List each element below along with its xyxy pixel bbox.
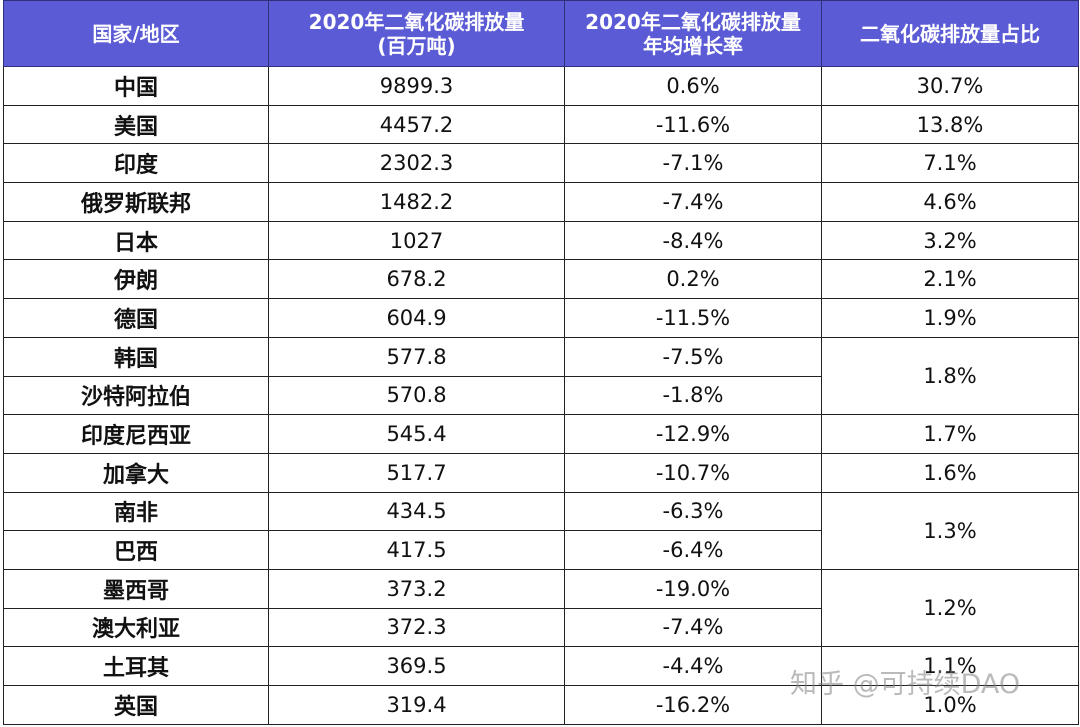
emission-cell: 369.5 [268,646,565,686]
country-cell: 韩国 [3,336,269,377]
header-growth-text: 2020年二氧化碳排放量 年均增长率 [585,9,801,58]
emission-cell: 2302.3 [268,143,565,184]
table-row: 加拿大 517.7 -10.7% 1.6% [3,452,1079,493]
country-cell: 日本 [3,220,269,261]
emission-cell: 417.5 [268,530,565,570]
table-row: 日本 1027 -8.4% 3.2% [3,220,1079,261]
growth-cell: -4.4% [564,646,822,686]
country-cell: 英国 [3,685,269,725]
emissions-table: 国家/地区 2020年二氧化碳排放量 (百万吨) 2020年二氧化碳排放量 年均… [3,0,1079,725]
header-emission-text: 2020年二氧化碳排放量 (百万吨) [308,9,525,58]
growth-cell: -10.7% [564,452,822,493]
header-share: 二氧化碳排放量占比 [821,0,1079,67]
growth-cell: -6.4% [564,530,822,570]
table-row: 印度 2302.3 -7.1% 7.1% [3,143,1079,184]
country-cell: 澳大利亚 [3,607,269,648]
emission-cell: 517.7 [268,452,565,493]
emission-cell: 9899.3 [268,66,565,106]
emission-cell: 1027 [268,220,565,261]
growth-cell: -7.4% [564,607,822,648]
header-growth: 2020年二氧化碳排放量 年均增长率 [564,0,822,67]
emission-cell: 4457.2 [268,104,565,145]
growth-cell: -1.8% [564,375,822,416]
table-row: 印度尼西亚 545.4 -12.9% 1.7% [3,414,1079,454]
table-row: 墨西哥 373.2 -19.0% 1.2% [3,568,1079,648]
table-row: 德国 604.9 -11.5% 1.9% [3,298,1079,338]
growth-cell: -12.9% [564,414,822,454]
share-cell: 1.8% [821,336,1079,416]
country-cell: 印度 [3,143,269,184]
table-row: 土耳其 369.5 -4.4% 1.1% [3,646,1079,686]
growth-cell: -7.4% [564,182,822,222]
table-row: 澳大利亚 372.3 -7.4% [3,607,1079,648]
table-row: 俄罗斯联邦 1482.2 -7.4% 4.6% [3,182,1079,222]
table-row: 韩国 577.8 -7.5% 1.8% [3,336,1079,416]
emission-cell: 319.4 [268,685,565,725]
growth-cell: -11.5% [564,298,822,338]
header-row: 国家/地区 2020年二氧化碳排放量 (百万吨) 2020年二氧化碳排放量 年均… [3,0,1079,67]
country-cell: 巴西 [3,530,269,570]
share-cell: 1.6% [821,452,1079,493]
table-row: 沙特阿拉伯 570.8 -1.8% [3,375,1079,416]
growth-cell: 0.2% [564,259,822,300]
emission-cell: 604.9 [268,298,565,338]
table-row: 美国 4457.2 -11.6% 13.8% [3,104,1079,145]
growth-cell: -6.3% [564,491,822,532]
emission-cell: 545.4 [268,414,565,454]
header-country: 国家/地区 [3,0,269,67]
country-cell: 沙特阿拉伯 [3,375,269,416]
share-cell: 1.9% [821,298,1079,338]
share-cell: 1.2% [821,568,1079,648]
share-cell: 13.8% [821,104,1079,145]
table-row: 巴西 417.5 -6.4% [3,530,1079,570]
emission-cell: 577.8 [268,336,565,377]
country-cell: 俄罗斯联邦 [3,182,269,222]
country-cell: 德国 [3,298,269,338]
growth-cell: 0.6% [564,66,822,106]
table-row: 伊朗 678.2 0.2% 2.1% [3,259,1079,300]
share-cell: 7.1% [821,143,1079,184]
share-cell: 30.7% [821,66,1079,106]
growth-cell: -7.1% [564,143,822,184]
table-row: 英国 319.4 -16.2% 1.0% [3,685,1079,725]
country-cell: 加拿大 [3,452,269,493]
emission-cell: 1482.2 [268,182,565,222]
share-cell: 1.0% [821,685,1079,725]
table-row: 中国 9899.3 0.6% 30.7% [3,66,1079,106]
share-cell: 1.7% [821,414,1079,454]
emission-cell: 434.5 [268,491,565,532]
share-cell: 1.1% [821,646,1079,686]
table-row: 南非 434.5 -6.3% 1.3% [3,491,1079,570]
country-cell: 南非 [3,491,269,532]
share-cell: 4.6% [821,182,1079,222]
country-cell: 土耳其 [3,646,269,686]
header-emission: 2020年二氧化碳排放量 (百万吨) [268,0,565,67]
emission-cell: 373.2 [268,568,565,609]
growth-cell: -8.4% [564,220,822,261]
country-cell: 墨西哥 [3,568,269,609]
country-cell: 美国 [3,104,269,145]
share-cell: 1.3% [821,491,1079,570]
country-cell: 印度尼西亚 [3,414,269,454]
growth-cell: -11.6% [564,104,822,145]
emission-cell: 372.3 [268,607,565,648]
emission-cell: 570.8 [268,375,565,416]
country-cell: 伊朗 [3,259,269,300]
share-cell: 2.1% [821,259,1079,300]
growth-cell: -19.0% [564,568,822,609]
table-body: 中国 9899.3 0.6% 30.7% 美国 4457.2 -11.6% 13.8% 印度 23… [3,66,1079,725]
growth-cell: -16.2% [564,685,822,725]
growth-cell: -7.5% [564,336,822,377]
emission-cell: 678.2 [268,259,565,300]
country-cell: 中国 [3,66,269,106]
share-cell: 3.2% [821,220,1079,261]
